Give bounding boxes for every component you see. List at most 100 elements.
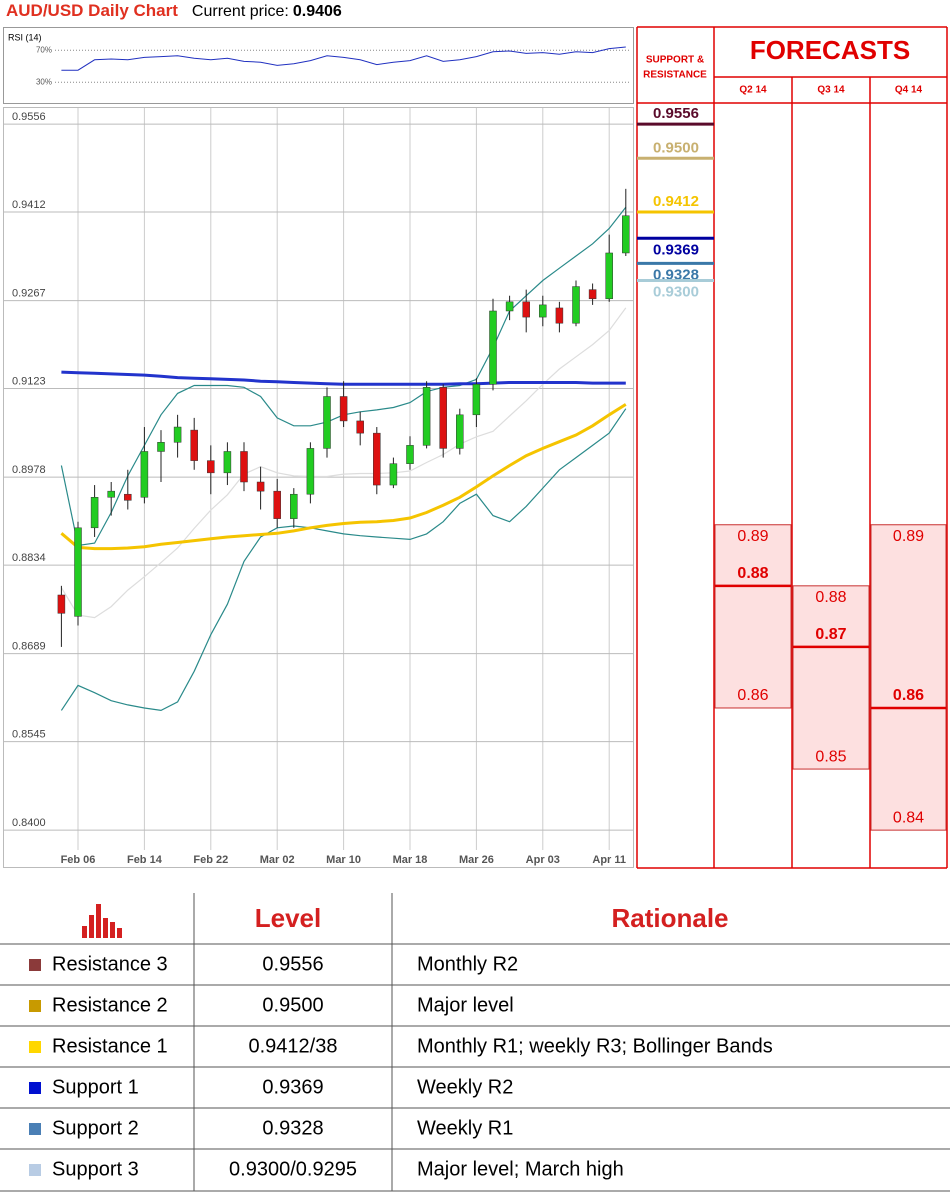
row-name: Support 3 — [52, 1158, 139, 1180]
row-level: 0.9369 — [262, 1076, 323, 1098]
row-name: Resistance 1 — [52, 1035, 168, 1057]
forecast-low-label: 0.85 — [815, 748, 846, 765]
indicator-line — [60, 408, 627, 712]
candle-body — [605, 252, 613, 300]
candle-body — [439, 387, 447, 449]
candle-body — [223, 451, 232, 474]
forecast-mid-label: 0.88 — [737, 565, 768, 582]
rsi-tick-label: 30% — [36, 77, 52, 86]
indicator-line — [60, 403, 627, 551]
table-header: Level — [255, 903, 322, 933]
candle-body — [74, 527, 82, 617]
candle-body — [489, 310, 497, 385]
row-swatch — [29, 959, 41, 971]
row-rationale: Major level; March high — [417, 1158, 624, 1180]
candle-body — [555, 307, 564, 324]
levels-title: SUPPORT & — [646, 55, 704, 66]
x-tick-label: Apr 11 — [592, 854, 626, 866]
forecast-high-label: 0.89 — [893, 528, 924, 545]
forecast-low-label: 0.84 — [893, 809, 924, 826]
table-icon — [82, 904, 122, 938]
row-level: 0.9412/38 — [249, 1035, 338, 1057]
price-frame — [3, 107, 634, 868]
y-tick-label: 0.8689 — [12, 641, 46, 653]
candle-body — [240, 451, 248, 483]
quarter-label: Q4 14 — [895, 85, 923, 96]
candle-body — [90, 497, 99, 529]
forecast-title: FORECASTS — [750, 35, 910, 65]
forecast-low-label: 0.86 — [737, 687, 768, 704]
y-tick-label: 0.8834 — [12, 552, 46, 564]
candle-body — [373, 432, 381, 486]
candle-body — [306, 448, 315, 495]
candle-body — [588, 289, 597, 300]
row-level: 0.9300/0.9295 — [229, 1158, 357, 1180]
header-line: AUD/USD Daily Chart Current price: 0.9406 — [6, 1, 342, 20]
quarter-label: Q2 14 — [739, 85, 767, 96]
x-tick-label: Feb 06 — [61, 854, 96, 866]
forecast-high-label: 0.89 — [737, 528, 768, 545]
candle-body — [173, 426, 182, 443]
candle-body — [256, 481, 265, 492]
y-tick-label: 0.8400 — [12, 817, 46, 829]
quarter-label: Q3 14 — [817, 85, 845, 96]
row-rationale: Weekly R1 — [417, 1117, 513, 1139]
candle-body — [356, 420, 364, 434]
x-tick-label: Feb 22 — [193, 854, 228, 866]
row-rationale: Major level — [417, 994, 514, 1016]
candle-body — [157, 442, 165, 452]
row-name: Resistance 2 — [52, 994, 168, 1016]
candle-body — [406, 445, 414, 464]
candle-body — [339, 396, 348, 422]
candle-body — [290, 493, 298, 519]
candle-body — [539, 304, 547, 318]
candle-body — [323, 396, 331, 449]
x-tick-label: Feb 14 — [127, 854, 163, 866]
level-label: 0.9500 — [653, 139, 699, 156]
row-swatch — [29, 1000, 41, 1012]
forecast-high-label: 0.88 — [815, 589, 846, 606]
table-header: Rationale — [611, 903, 728, 933]
candle-body — [389, 463, 398, 486]
y-tick-label: 0.9412 — [12, 199, 46, 211]
forecast-range — [870, 524, 947, 831]
level-label: 0.9412 — [653, 193, 699, 210]
rsi-title: RSI (14) — [8, 32, 42, 42]
candle-body — [107, 490, 115, 498]
row-name: Support 2 — [52, 1117, 139, 1139]
candle-body — [140, 451, 149, 498]
levels-title: RESISTANCE — [643, 70, 707, 81]
chart-title: AUD/USD Daily Chart — [6, 1, 178, 20]
row-rationale: Monthly R2 — [417, 953, 518, 975]
forecast-mid-label: 0.86 — [893, 687, 924, 704]
row-swatch — [29, 1164, 41, 1176]
y-tick-label: 0.8545 — [12, 728, 46, 740]
candle-body — [422, 387, 431, 446]
rsi-line — [61, 46, 626, 71]
row-swatch — [29, 1123, 41, 1135]
candle-body — [622, 215, 630, 254]
row-rationale: Weekly R2 — [417, 1076, 513, 1098]
row-swatch — [29, 1041, 41, 1053]
x-tick-label: Mar 18 — [393, 854, 428, 866]
x-tick-label: Apr 03 — [526, 854, 560, 866]
row-rationale: Monthly R1; weekly R3; Bollinger Bands — [417, 1035, 773, 1057]
forecast-frame — [636, 26, 948, 869]
forecast-mid-label: 0.87 — [815, 626, 846, 643]
row-level: 0.9556 — [262, 953, 323, 975]
x-tick-label: Mar 10 — [326, 854, 361, 866]
y-tick-label: 0.9556 — [12, 111, 46, 123]
level-label: 0.9369 — [653, 241, 699, 258]
forecast-range — [714, 524, 792, 709]
y-tick-label: 0.9123 — [12, 375, 46, 387]
table-frame — [0, 893, 950, 1192]
row-level: 0.9500 — [262, 994, 323, 1016]
row-name: Support 1 — [52, 1076, 139, 1098]
level-label: 0.9556 — [653, 105, 699, 122]
x-tick-label: Mar 26 — [459, 854, 494, 866]
candle-body — [472, 384, 481, 416]
x-tick-label: Mar 02 — [260, 854, 295, 866]
forecast-range — [792, 585, 870, 770]
price-label: Current price: — [192, 3, 289, 20]
